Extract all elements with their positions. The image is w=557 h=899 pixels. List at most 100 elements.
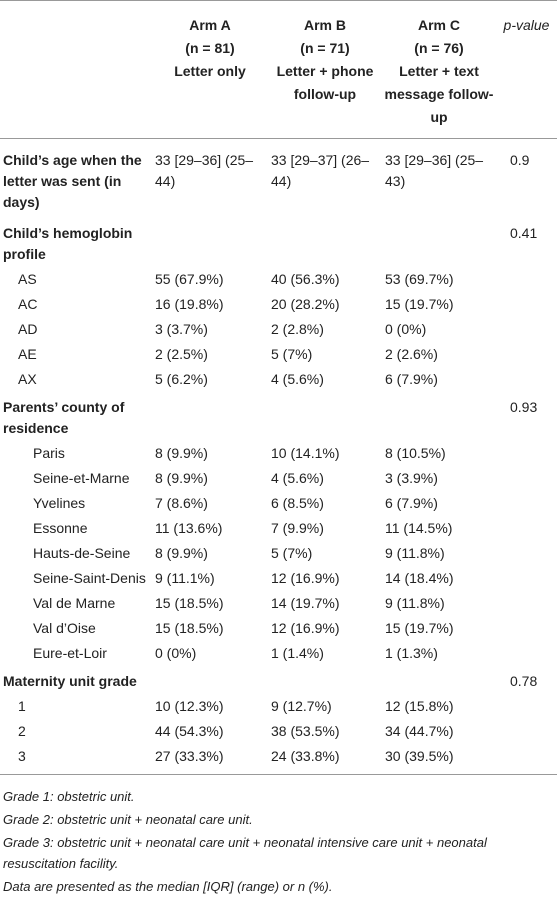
cell: 0 (0%) xyxy=(155,645,197,661)
cell: 9 (12.7%) xyxy=(271,698,332,714)
cell: 5 (7%) xyxy=(271,545,313,561)
data-row: Eure-et-Loir 0 (0%) 1 (1.4%) 1 (1.3%) xyxy=(0,641,557,666)
section-label: Child’s age when the letter was sent (in… xyxy=(3,152,142,210)
p-empty xyxy=(496,267,557,292)
cell: 14 (18.4%) xyxy=(385,570,454,586)
data-row: 3 27 (33.3%) 24 (33.8%) 30 (39.5%) xyxy=(0,744,557,775)
arm-n: (n = 81) xyxy=(185,40,235,56)
p-value: 0.9 xyxy=(510,152,530,168)
footnote: Data are presented as the median [IQR] (… xyxy=(3,879,333,894)
cell: 20 (28.2%) xyxy=(271,296,340,312)
row-label: 3 xyxy=(18,748,26,764)
data-row: 2 44 (54.3%) 38 (53.5%) 34 (44.7%) xyxy=(0,719,557,744)
p-empty xyxy=(496,441,557,466)
row-label: Val d’Oise xyxy=(33,620,96,636)
p-empty xyxy=(496,566,557,591)
p-empty xyxy=(496,516,557,541)
footnote: Grade 1: obstetric unit. xyxy=(3,789,135,804)
p-empty xyxy=(496,591,557,616)
arm-n: (n = 76) xyxy=(414,40,464,56)
section: Parents’ county of residence 0.93 Paris 8 (… xyxy=(0,392,557,666)
arm-name: Arm A xyxy=(189,17,231,33)
cell: 1 (1.3%) xyxy=(385,645,438,661)
data-row: AD 3 (3.7%) 2 (2.8%) 0 (0%) xyxy=(0,317,557,342)
cell: 9 (11.1%) xyxy=(155,570,215,586)
cell: 4 (5.6%) xyxy=(271,371,324,387)
cell: 38 (53.5%) xyxy=(271,723,340,739)
cell: 4 (5.6%) xyxy=(271,470,324,486)
arm-name: Arm C xyxy=(417,17,460,33)
cell: 15 (18.5%) xyxy=(155,620,224,636)
p-value: 0.78 xyxy=(510,673,538,689)
cell: 15 (18.5%) xyxy=(155,595,224,611)
arm-desc: Letter + text message follow-up xyxy=(384,63,494,125)
cell: 15 (19.7%) xyxy=(385,620,454,636)
p-empty xyxy=(496,744,557,775)
p-empty xyxy=(496,541,557,566)
row-label: Yvelines xyxy=(33,495,86,511)
section: Child’s hemoglobin profile 0.41 AS 55 (67.9… xyxy=(0,218,557,392)
data-row: Val de Marne 15 (18.5%) 14 (19.7%) 9 (11.8%… xyxy=(0,591,557,616)
cell: 9 (11.8%) xyxy=(385,595,445,611)
section-row: Maternity unit grade 0.78 xyxy=(0,666,557,694)
arm-name: Arm B xyxy=(303,17,346,33)
data-row: Yvelines 7 (8.6%) 6 (8.5%) 6 (7.9%) xyxy=(0,491,557,516)
cell: 9 (11.8%) xyxy=(385,545,445,561)
cell: 8 (9.9%) xyxy=(155,445,208,461)
p-empty xyxy=(496,292,557,317)
cell: 30 (39.5%) xyxy=(385,748,454,764)
p-empty xyxy=(496,342,557,367)
cell-empty xyxy=(268,218,382,267)
cell: 40 (56.3%) xyxy=(271,271,340,287)
data-row: AX 5 (6.2%) 4 (5.6%) 6 (7.9%) xyxy=(0,367,557,392)
cell: 33 [29–36] (25–44) xyxy=(155,152,254,189)
row-label: Essonne xyxy=(33,520,88,536)
cell-empty xyxy=(268,392,382,441)
cell: 5 (7%) xyxy=(271,346,313,362)
data-row: Paris 8 (9.9%) 10 (14.1%) 8 (10.5%) xyxy=(0,441,557,466)
data-row: Hauts-de-Seine 8 (9.9%) 5 (7%) 9 (11.8%) xyxy=(0,541,557,566)
section-row: Parents’ county of residence 0.93 xyxy=(0,392,557,441)
p-empty xyxy=(496,367,557,392)
arm-header: Arm B (n = 71) Letter + phone follow-up xyxy=(268,1,382,139)
data-row: Essonne 11 (13.6%) 7 (9.9%) 11 (14.5%) xyxy=(0,516,557,541)
row-label: 1 xyxy=(18,698,26,714)
footnote: Grade 2: obstetric unit + neonatal care … xyxy=(3,812,253,827)
cell: 11 (14.5%) xyxy=(385,520,453,536)
data-row: Seine-et-Marne 8 (9.9%) 4 (5.6%) 3 (3.9%) xyxy=(0,466,557,491)
cell: 8 (9.9%) xyxy=(155,470,208,486)
cell: 33 [29–37] (26–44) xyxy=(271,152,370,189)
cell: 6 (7.9%) xyxy=(385,371,438,387)
cell: 24 (33.8%) xyxy=(271,748,340,764)
data-row: AE 2 (2.5%) 5 (7%) 2 (2.6%) xyxy=(0,342,557,367)
p-empty xyxy=(496,491,557,516)
cell: 5 (6.2%) xyxy=(155,371,208,387)
p-empty xyxy=(496,317,557,342)
cell: 8 (9.9%) xyxy=(155,545,208,561)
data-row: Val d’Oise 15 (18.5%) 12 (16.9%) 15 (19.7%) xyxy=(0,616,557,641)
footnotes: Grade 1: obstetric unit. Grade 2: obstetr… xyxy=(0,775,557,897)
cell: 55 (67.9%) xyxy=(155,271,224,287)
cell: 8 (10.5%) xyxy=(385,445,446,461)
data-row: AC 16 (19.8%) 20 (28.2%) 15 (19.7%) xyxy=(0,292,557,317)
arm-desc: Letter + phone follow-up xyxy=(276,63,374,102)
cell-empty xyxy=(382,218,496,267)
cell: 2 (2.6%) xyxy=(385,346,438,362)
row-label: Eure-et-Loir xyxy=(33,645,107,661)
cell: 27 (33.3%) xyxy=(155,748,224,764)
cell: 15 (19.7%) xyxy=(385,296,454,312)
cell: 53 (69.7%) xyxy=(385,271,454,287)
data-row: 1 10 (12.3%) 9 (12.7%) 12 (15.8%) xyxy=(0,694,557,719)
row-label: AC xyxy=(18,296,38,312)
p-empty xyxy=(496,641,557,666)
data-row: AS 55 (67.9%) 40 (56.3%) 53 (69.7%) xyxy=(0,267,557,292)
p-empty xyxy=(496,694,557,719)
arm-n: (n = 71) xyxy=(300,40,350,56)
arm-desc: Letter only xyxy=(174,63,246,79)
arm-header: Arm C (n = 76) Letter + text message follo… xyxy=(382,1,496,139)
p-empty xyxy=(496,719,557,744)
cell: 0 (0%) xyxy=(385,321,427,337)
cell: 2 (2.5%) xyxy=(155,346,208,362)
p-empty xyxy=(496,616,557,641)
